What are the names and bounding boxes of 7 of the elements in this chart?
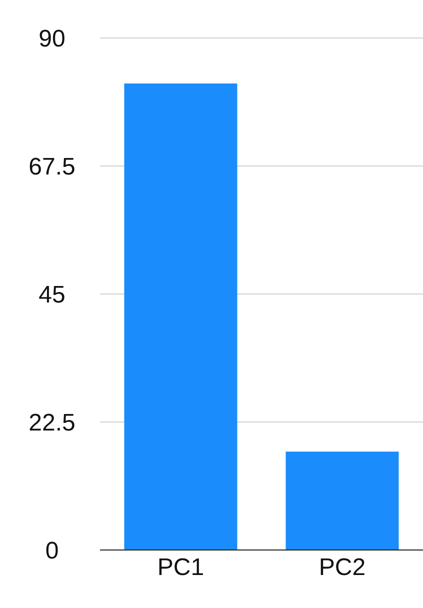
y-tick-label: 67.5 — [28, 154, 76, 181]
y-tick-label: 0 — [45, 538, 59, 565]
y-tick-label: 22.5 — [28, 410, 76, 437]
x-tick-label: PC1 — [157, 554, 204, 582]
y-tick-label: 90 — [38, 26, 66, 53]
y-tick-label: 45 — [38, 282, 66, 309]
x-tick-label: PC2 — [318, 554, 366, 582]
